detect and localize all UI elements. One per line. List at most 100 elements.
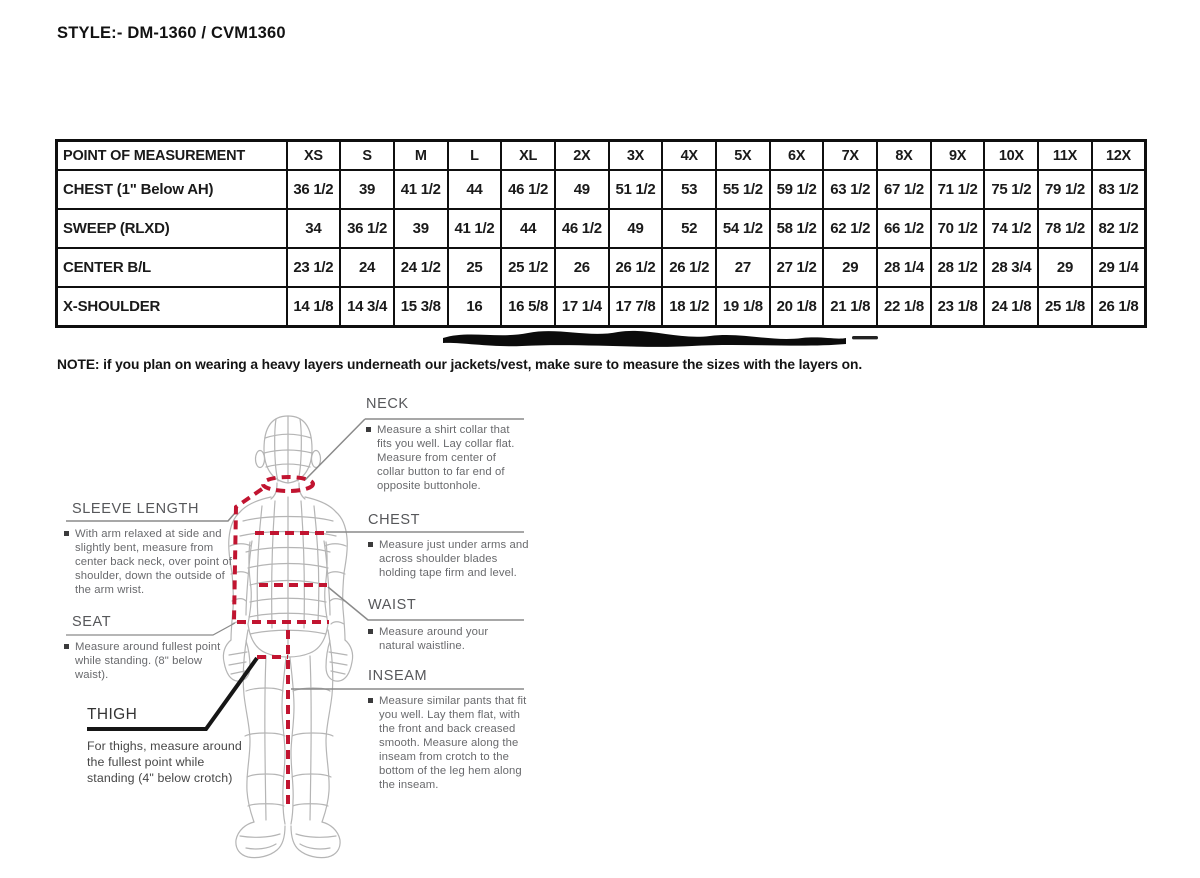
layers-note: NOTE: if you plan on wearing a heavy lay… <box>57 357 863 372</box>
size-column-header: M <box>392 139 449 171</box>
value-cell: 29 <box>1037 247 1093 288</box>
value-cell: 36 1/2 <box>339 208 395 249</box>
measurement-column-header: POINT OF MEASUREMENT <box>55 139 288 171</box>
measurement-row: CENTER B/L 23 1/2 24 24 1/2 25 25 1/2 26 26 1/2… <box>55 247 1147 288</box>
style-title: STYLE:- DM-1360 / CVM1360 <box>57 24 286 42</box>
value-cell: 58 1/2 <box>768 208 825 249</box>
scan-smear-artifact <box>443 330 878 347</box>
value-cell: 14 3/4 <box>339 286 395 328</box>
inseam-section-title: INSEAM <box>368 668 428 684</box>
value-cell: 71 1/2 <box>929 169 986 210</box>
size-column-header: 12X <box>1090 139 1147 171</box>
value-cell: 44 <box>500 208 556 249</box>
chest-section-text: Measure just under arms and across shoul… <box>379 538 529 579</box>
bullet-marker <box>368 628 373 634</box>
seat-section-text: Measure around fullest point while stand… <box>75 640 221 681</box>
value-cell: 14 1/8 <box>285 286 342 328</box>
sleeve-length-section-title: SLEEVE LENGTH <box>72 501 200 517</box>
value-cell: 25 1/2 <box>500 247 556 288</box>
value-cell: 28 1/4 <box>876 247 932 288</box>
size-table-head: POINT OF MEASUREMENT XS S M L XL 2X 3X 4X 5X 6X 7X 8… <box>55 139 1147 171</box>
row-label-cell: SWEEP (RLXD) <box>55 208 288 249</box>
neck-section-text: Measure a shirt collar that fits you wel… <box>377 423 515 492</box>
size-column-header: 5X <box>715 139 771 171</box>
measurement-row: X-SHOULDER 14 1/8 14 3/4 15 3/8 16 16 5/8 17 1… <box>55 286 1147 328</box>
value-cell: 59 1/2 <box>768 169 825 210</box>
size-column-header: 3X <box>607 139 664 171</box>
size-table-body: CHEST (1" Below AH) 36 1/2 39 41 1/2 44 46 1/… <box>55 169 1147 328</box>
value-cell: 23 1/8 <box>929 286 986 328</box>
size-column-header: XS <box>285 139 342 171</box>
guide-section-chest: CHEST Measure just under arms and across… <box>368 513 530 580</box>
value-cell: 29 1/4 <box>1090 247 1147 288</box>
value-cell: 25 1/8 <box>1037 286 1093 328</box>
value-cell: 49 <box>607 208 664 249</box>
size-measurement-table: POINT OF MEASUREMENT XS S M L XL 2X 3X 4X 5X 6X 7X 8… <box>55 139 1147 328</box>
value-cell: 28 1/2 <box>929 247 986 288</box>
value-cell: 16 5/8 <box>500 286 556 328</box>
size-column-header: 4X <box>661 139 717 171</box>
neck-section-title: NECK <box>366 396 409 412</box>
size-column-header: 8X <box>876 139 932 171</box>
value-cell: 24 1/2 <box>392 247 449 288</box>
value-cell: 28 3/4 <box>983 247 1040 288</box>
value-cell: 39 <box>392 208 449 249</box>
value-cell: 26 1/2 <box>661 247 717 288</box>
value-cell: 19 1/8 <box>715 286 771 328</box>
bullet-marker <box>368 697 373 703</box>
value-cell: 74 1/2 <box>983 208 1040 249</box>
size-column-header: 11X <box>1037 139 1093 171</box>
neck-measure-line <box>261 475 315 493</box>
row-label-cell: CENTER B/L <box>55 247 288 288</box>
row-label-cell: CHEST (1" Below AH) <box>55 169 288 210</box>
value-cell: 67 1/2 <box>876 169 932 210</box>
bullet-marker <box>64 530 69 536</box>
value-cell: 24 1/8 <box>983 286 1040 328</box>
value-cell: 52 <box>661 208 717 249</box>
value-cell: 22 1/8 <box>876 286 932 328</box>
value-cell: 26 1/2 <box>607 247 664 288</box>
guide-section-neck: NECK Measure a shirt collar that fits yo… <box>366 397 526 493</box>
value-cell: 46 1/2 <box>500 169 556 210</box>
value-cell: 20 1/8 <box>768 286 825 328</box>
seat-section-title: SEAT <box>72 614 112 630</box>
size-table-header-row: POINT OF MEASUREMENT XS S M L XL 2X 3X 4X 5X 6X 7X 8… <box>55 139 1147 171</box>
value-cell: 21 1/8 <box>822 286 879 328</box>
value-cell: 83 1/2 <box>1090 169 1147 210</box>
chest-section-title: CHEST <box>368 512 421 528</box>
value-cell: 17 7/8 <box>607 286 664 328</box>
guide-section-sleeve-length: SLEEVE LENGTH With arm relaxed at side a… <box>64 502 238 597</box>
thigh-section-title: THIGH <box>87 706 138 723</box>
sleeve-measure-line <box>232 487 264 622</box>
value-cell: 26 1/8 <box>1090 286 1147 328</box>
size-column-header: 10X <box>983 139 1040 171</box>
value-cell: 62 1/2 <box>822 208 879 249</box>
value-cell: 41 1/2 <box>392 169 449 210</box>
inseam-section-text: Measure similar pants that fit you well.… <box>379 694 527 791</box>
waist-section-title: WAIST <box>368 597 417 613</box>
value-cell: 44 <box>446 169 503 210</box>
size-column-header: 6X <box>768 139 825 171</box>
value-cell: 25 <box>446 247 503 288</box>
size-column-header: S <box>339 139 395 171</box>
value-cell: 55 1/2 <box>715 169 771 210</box>
bullet-marker <box>368 541 373 547</box>
sleeve-length-section-text: With arm relaxed at side and slightly be… <box>75 527 232 596</box>
value-cell: 63 1/2 <box>822 169 879 210</box>
size-column-header: L <box>446 139 503 171</box>
value-cell: 34 <box>285 208 342 249</box>
value-cell: 49 <box>553 169 610 210</box>
measurement-row: SWEEP (RLXD) 34 36 1/2 39 41 1/2 44 46 1/2 49 52… <box>55 208 1147 249</box>
value-cell: 23 1/2 <box>285 247 342 288</box>
waist-section-text: Measure around your natural waistline. <box>379 625 489 652</box>
value-cell: 15 3/8 <box>392 286 449 328</box>
guide-section-inseam: INSEAM Measure similar pants that fit yo… <box>368 669 530 792</box>
value-cell: 54 1/2 <box>715 208 771 249</box>
value-cell: 17 1/4 <box>553 286 610 328</box>
value-cell: 66 1/2 <box>876 208 932 249</box>
value-cell: 78 1/2 <box>1037 208 1093 249</box>
measurement-row: CHEST (1" Below AH) 36 1/2 39 41 1/2 44 46 1/… <box>55 169 1147 210</box>
row-label-cell: X-SHOULDER <box>55 286 288 328</box>
human-body-wireframe-figure <box>222 415 354 859</box>
value-cell: 41 1/2 <box>446 208 503 249</box>
